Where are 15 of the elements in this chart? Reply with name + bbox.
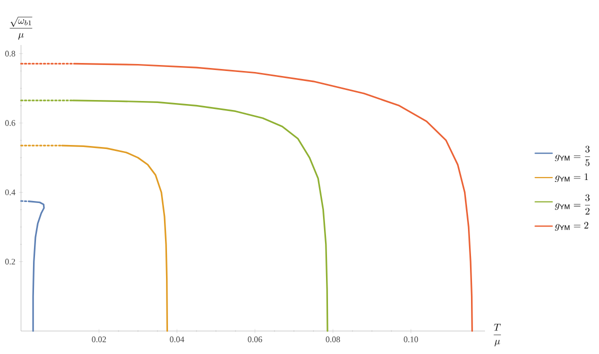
x-tick-label: 0.08	[326, 336, 340, 342]
legend-label: $g_{\mathrm{YM}}=\frac{3}{2}$	[554, 194, 590, 214]
legend-label: $g_{\mathrm{YM}}=2$	[554, 222, 588, 231]
legend-label: $g_{\mathrm{YM}}=1$	[554, 173, 588, 182]
y-axis-title: $\frac{\sqrt{\omega_{b1}}}{\mu}$	[10, 16, 32, 40]
y-tick-label: 0.2	[5, 258, 16, 265]
x-tick-label: 0.10	[404, 336, 418, 342]
y-tick-label: 0.8	[5, 50, 16, 57]
x-tick-label: 0.04	[170, 336, 184, 342]
y-tick-label: 0.4	[5, 189, 16, 196]
legend-label: $g_{\mathrm{YM}}=\frac{3}{5}$	[554, 146, 590, 166]
x-axis-title: $\frac{T}{\mu}$	[494, 324, 501, 346]
x-tick-label: 0.02	[92, 336, 106, 342]
x-tick-label: 0.06	[248, 336, 262, 342]
y-tick-label: 0.6	[5, 120, 16, 126]
